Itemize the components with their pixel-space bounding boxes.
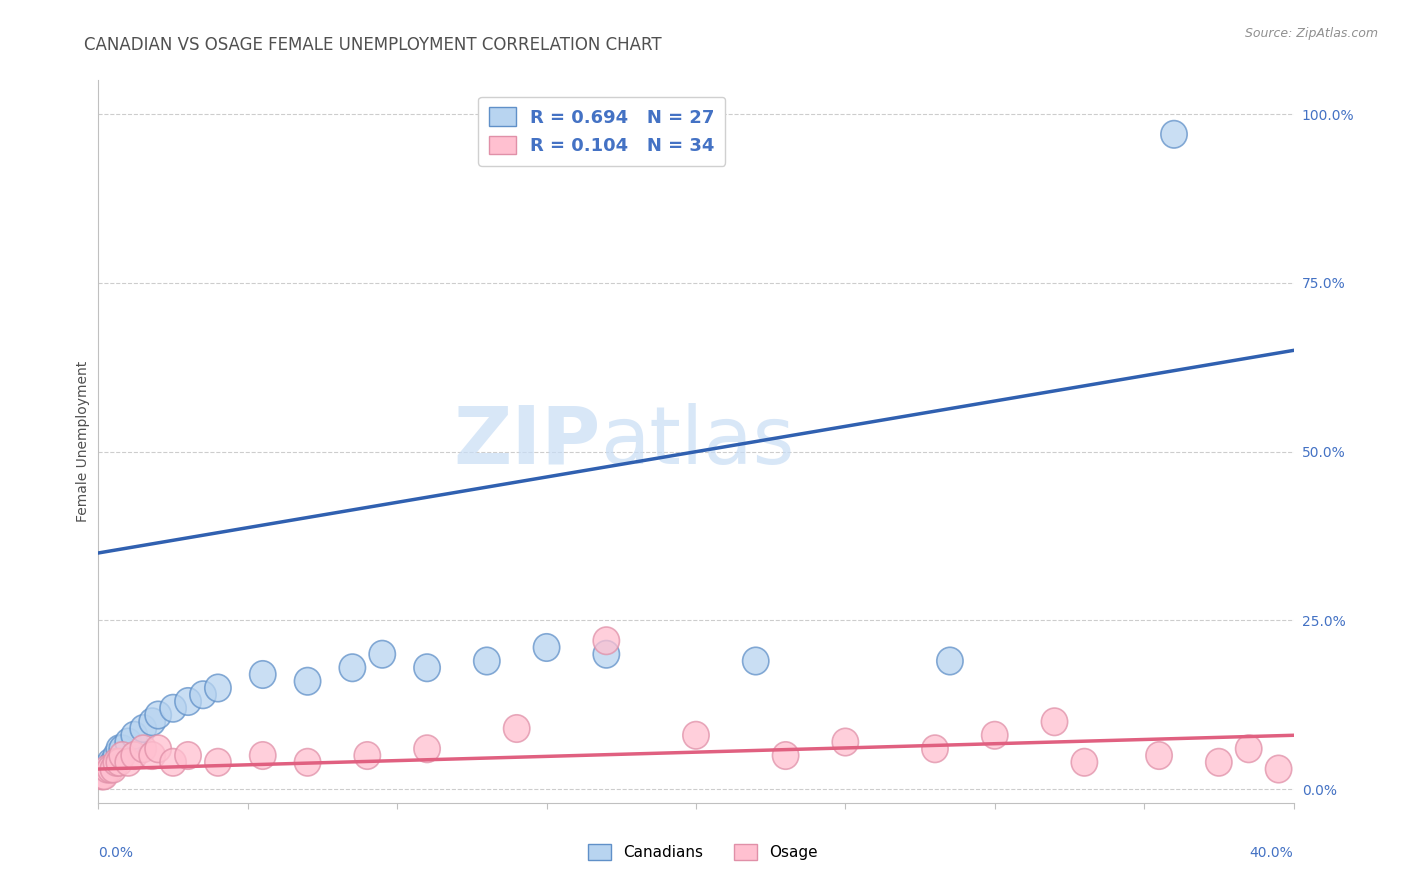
Ellipse shape — [110, 735, 135, 763]
Text: Source: ZipAtlas.com: Source: ZipAtlas.com — [1244, 27, 1378, 40]
Ellipse shape — [115, 728, 142, 756]
Ellipse shape — [121, 742, 148, 769]
Ellipse shape — [103, 742, 129, 769]
Ellipse shape — [503, 714, 530, 742]
Ellipse shape — [100, 748, 127, 776]
Ellipse shape — [100, 756, 127, 783]
Ellipse shape — [160, 748, 186, 776]
Ellipse shape — [1265, 756, 1292, 783]
Legend: R = 0.694   N = 27, R = 0.104   N = 34: R = 0.694 N = 27, R = 0.104 N = 34 — [478, 96, 725, 166]
Ellipse shape — [205, 748, 231, 776]
Text: 40.0%: 40.0% — [1250, 847, 1294, 860]
Ellipse shape — [91, 762, 118, 789]
Ellipse shape — [97, 756, 124, 783]
Ellipse shape — [413, 654, 440, 681]
Ellipse shape — [205, 674, 231, 702]
Ellipse shape — [922, 735, 948, 763]
Ellipse shape — [474, 648, 501, 674]
Ellipse shape — [339, 654, 366, 681]
Ellipse shape — [413, 735, 440, 763]
Ellipse shape — [160, 695, 186, 722]
Ellipse shape — [121, 722, 148, 749]
Ellipse shape — [593, 627, 620, 655]
Ellipse shape — [103, 748, 129, 776]
Ellipse shape — [94, 756, 121, 783]
Ellipse shape — [742, 648, 769, 674]
Y-axis label: Female Unemployment: Female Unemployment — [76, 361, 90, 522]
Ellipse shape — [981, 722, 1008, 749]
Ellipse shape — [139, 708, 166, 736]
Ellipse shape — [174, 688, 201, 715]
Ellipse shape — [936, 648, 963, 674]
Ellipse shape — [190, 681, 217, 708]
Ellipse shape — [110, 742, 135, 769]
Ellipse shape — [772, 742, 799, 769]
Ellipse shape — [250, 661, 276, 689]
Ellipse shape — [90, 762, 117, 789]
Ellipse shape — [97, 748, 124, 776]
Ellipse shape — [1042, 708, 1067, 736]
Ellipse shape — [145, 701, 172, 729]
Ellipse shape — [131, 714, 156, 742]
Ellipse shape — [91, 756, 118, 783]
Ellipse shape — [1236, 735, 1261, 763]
Ellipse shape — [533, 633, 560, 661]
Ellipse shape — [89, 762, 114, 789]
Ellipse shape — [250, 742, 276, 769]
Text: atlas: atlas — [600, 402, 794, 481]
Ellipse shape — [832, 728, 859, 756]
Ellipse shape — [94, 756, 121, 783]
Ellipse shape — [145, 735, 172, 763]
Ellipse shape — [1146, 742, 1173, 769]
Text: ZIP: ZIP — [453, 402, 600, 481]
Ellipse shape — [354, 742, 381, 769]
Ellipse shape — [1206, 748, 1232, 776]
Ellipse shape — [107, 735, 132, 763]
Ellipse shape — [1161, 120, 1187, 148]
Text: CANADIAN VS OSAGE FEMALE UNEMPLOYMENT CORRELATION CHART: CANADIAN VS OSAGE FEMALE UNEMPLOYMENT CO… — [84, 36, 662, 54]
Ellipse shape — [370, 640, 395, 668]
Ellipse shape — [294, 667, 321, 695]
Ellipse shape — [593, 640, 620, 668]
Text: 0.0%: 0.0% — [98, 847, 134, 860]
Ellipse shape — [115, 748, 142, 776]
Ellipse shape — [107, 748, 132, 776]
Ellipse shape — [294, 748, 321, 776]
Ellipse shape — [1071, 748, 1098, 776]
Ellipse shape — [139, 742, 166, 769]
Ellipse shape — [683, 722, 709, 749]
Ellipse shape — [174, 742, 201, 769]
Legend: Canadians, Osage: Canadians, Osage — [582, 838, 824, 866]
Ellipse shape — [131, 735, 156, 763]
